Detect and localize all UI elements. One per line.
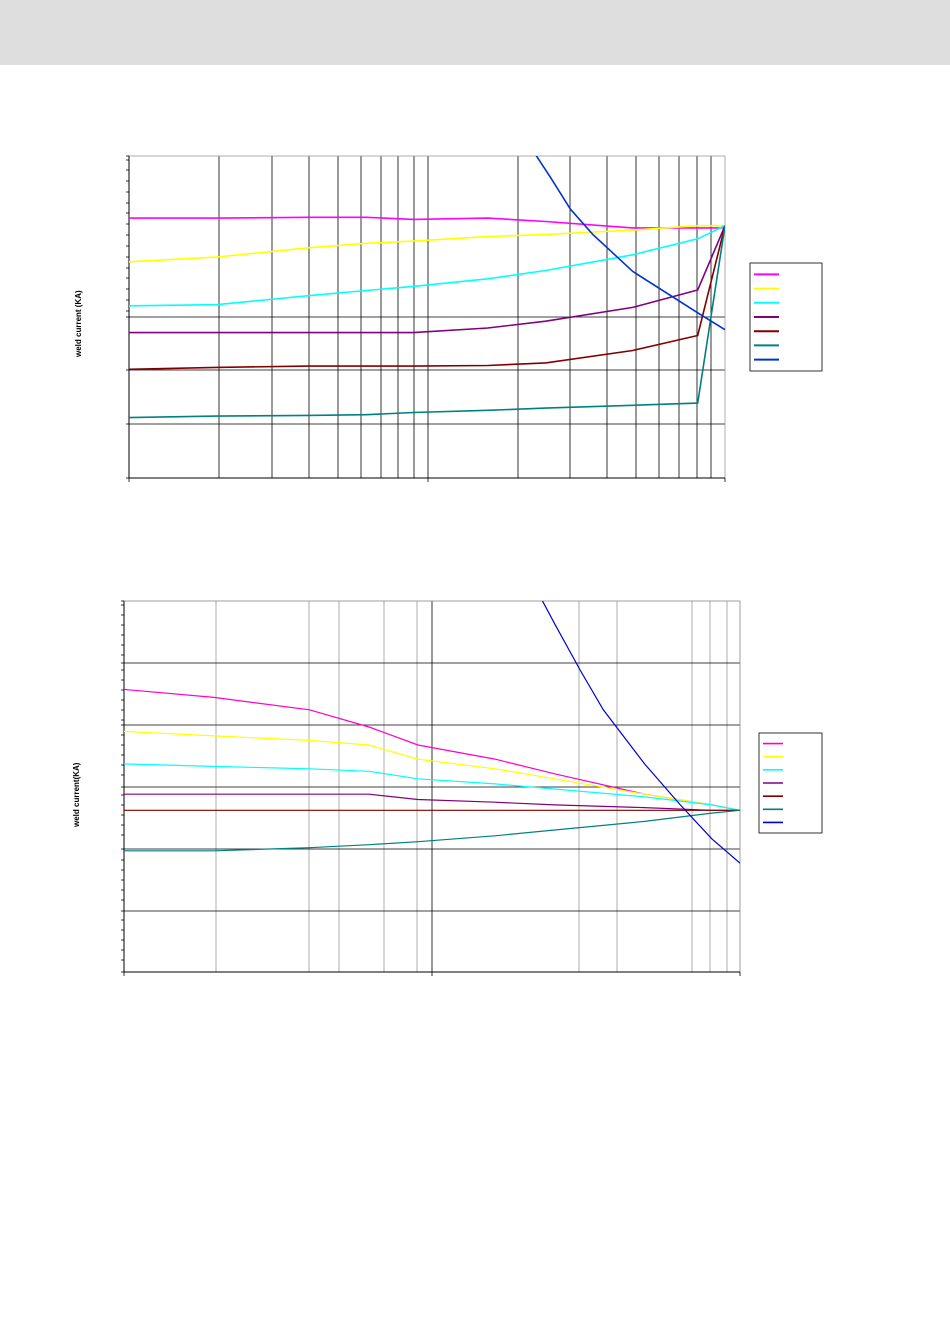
chart-2-ylabel: weld current(KA) <box>72 762 81 827</box>
chart-2-series-1 <box>124 730 740 811</box>
chart-2-series-2 <box>124 763 740 811</box>
chart-1-series-3 <box>129 225 725 334</box>
chart-1-series-5 <box>129 225 725 419</box>
chart-2-series-6 <box>541 601 740 864</box>
chart-2-series-5 <box>124 809 740 852</box>
chart-1 <box>126 155 823 482</box>
chart-2 <box>121 600 823 976</box>
chart-1-series-4 <box>129 225 725 371</box>
chart-2-series-3 <box>124 793 740 811</box>
chart-1-series-2 <box>129 224 725 307</box>
chart-1-series-6 <box>535 156 725 331</box>
chart-1-series-1 <box>129 224 725 263</box>
header-band <box>0 0 950 65</box>
